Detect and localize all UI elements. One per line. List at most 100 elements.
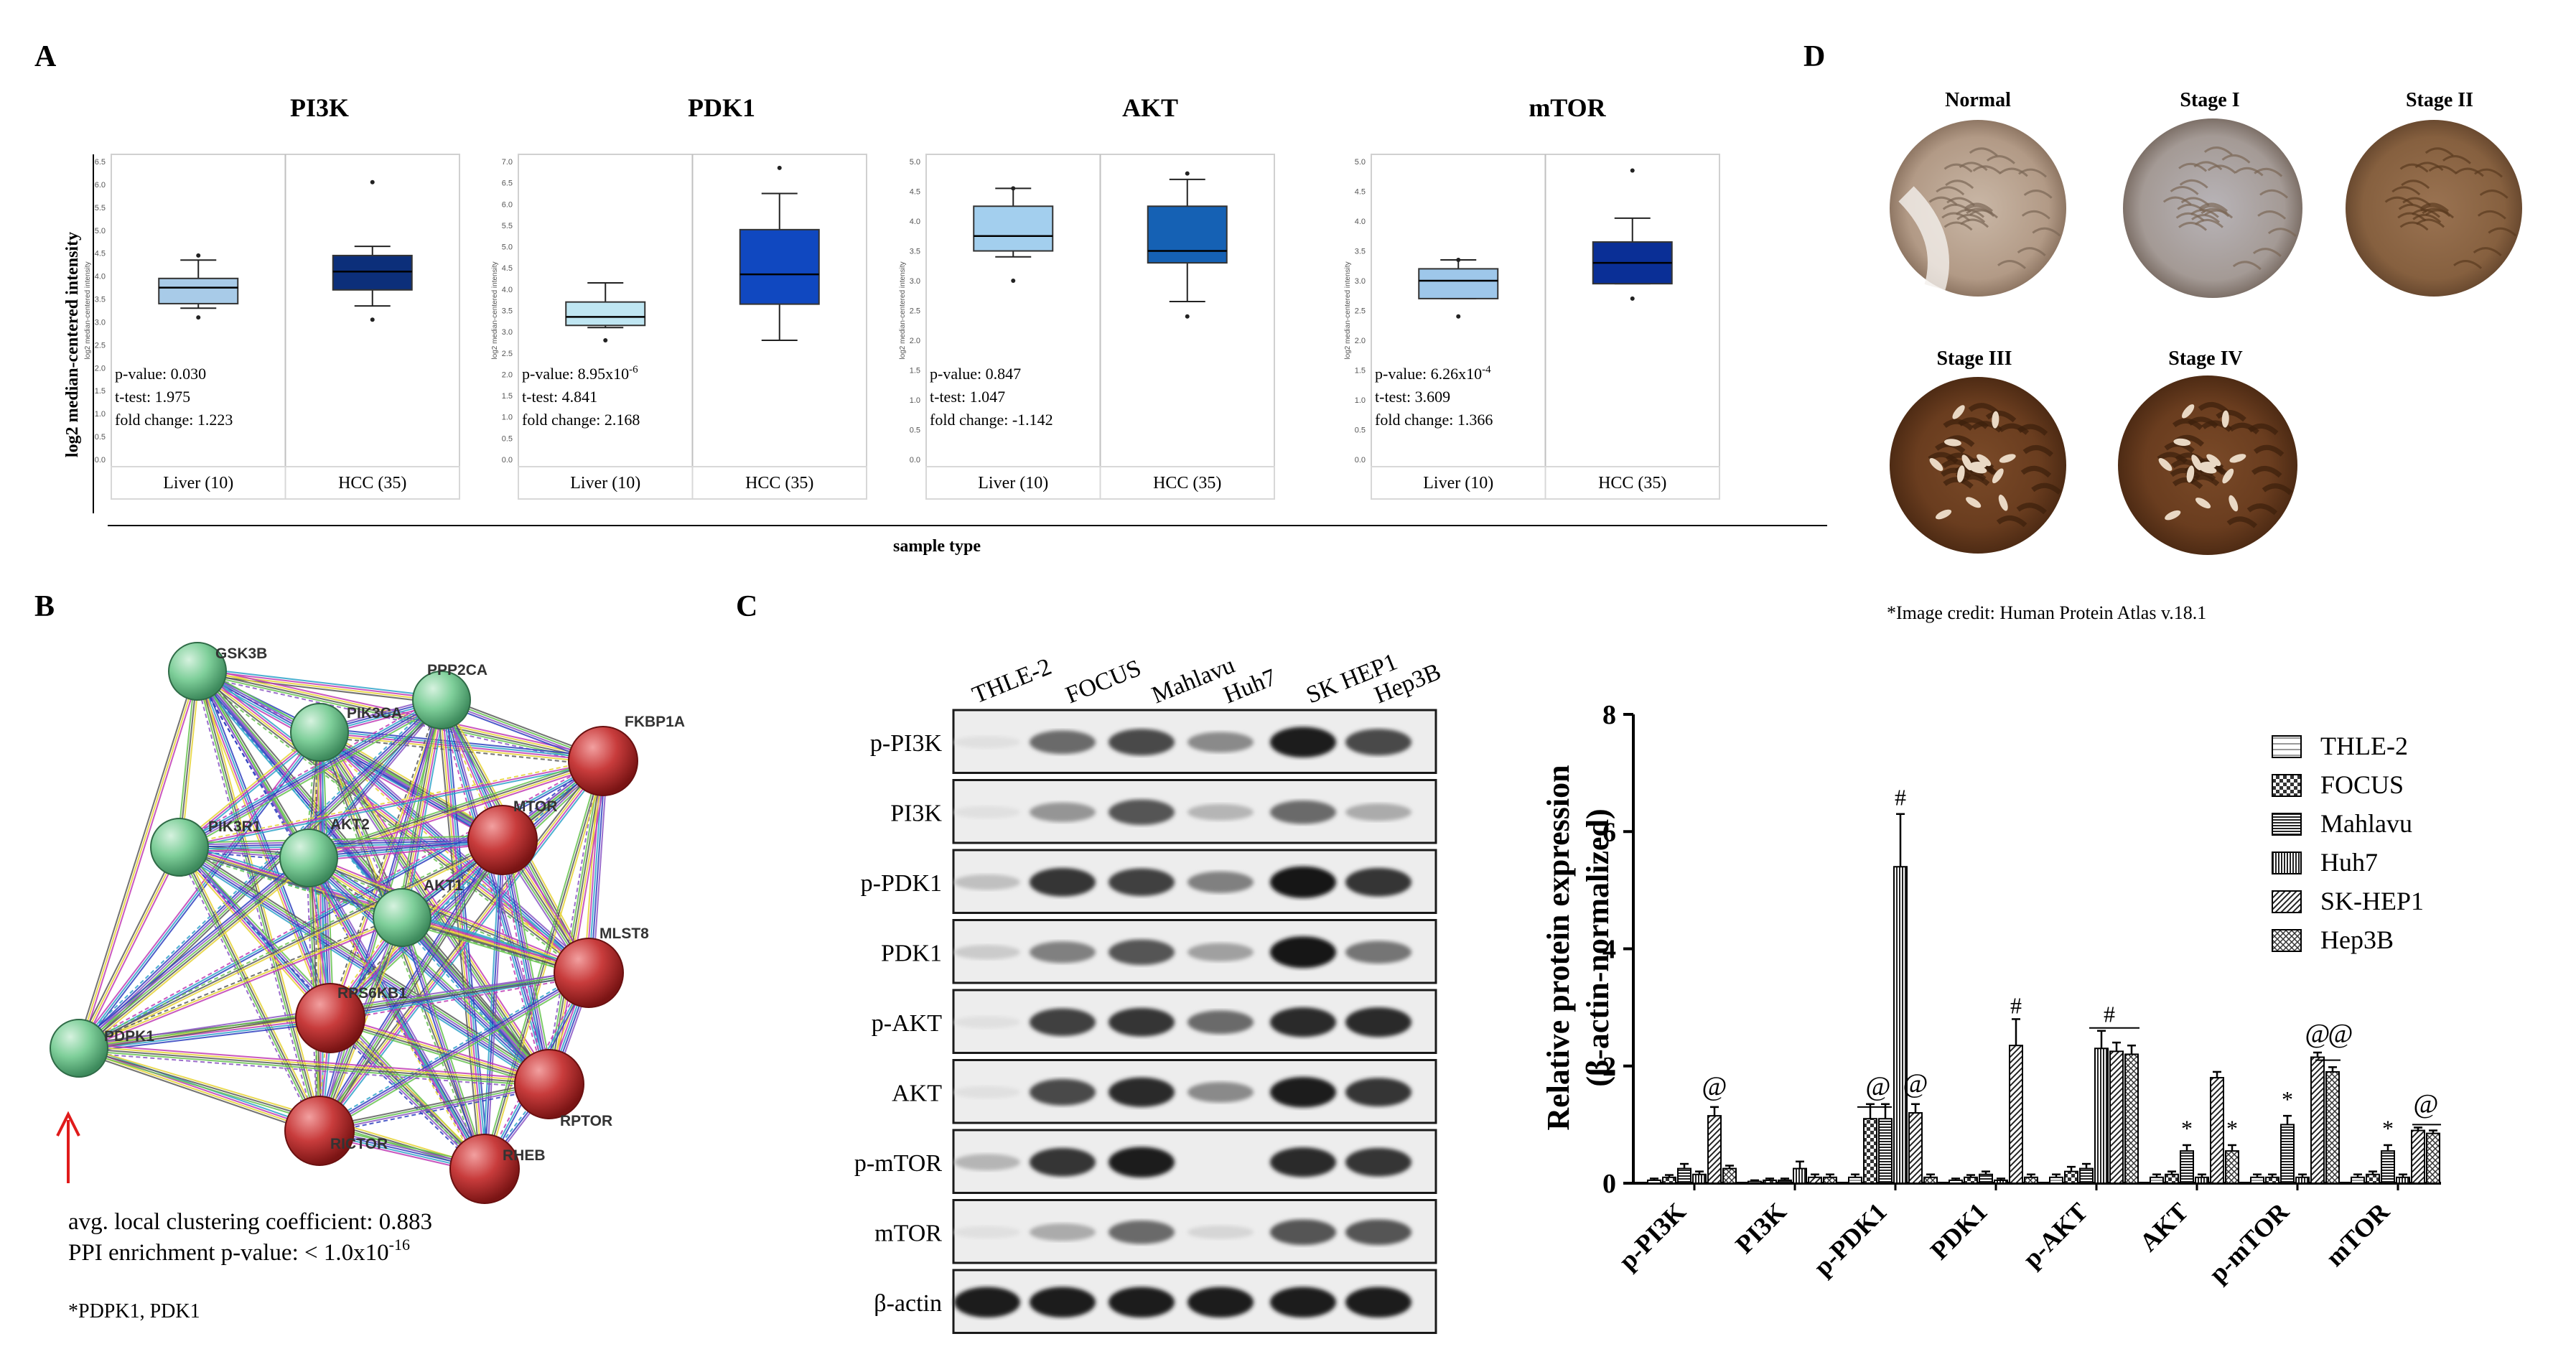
- cell-line-header: THLE-2: [969, 653, 1055, 709]
- network-edge: [79, 841, 504, 1051]
- panel-a-ylabel: log2 median-centered intensity: [63, 232, 82, 457]
- blot-band: [1187, 1225, 1254, 1239]
- bar-y-tick-label: 6: [1602, 817, 1616, 847]
- network-edge: [179, 837, 503, 846]
- network-edge: [79, 918, 403, 1051]
- outlier-point: [1630, 296, 1635, 301]
- image-credit: *Image credit: Human Protein Atlas v.18.…: [1887, 602, 2206, 623]
- network-edge: [179, 846, 322, 1131]
- significance-marker: @: [2328, 1019, 2353, 1049]
- tissue-texture: [2199, 202, 2229, 213]
- tissue-texture: [2191, 214, 2221, 223]
- bar-mahlavu: [2180, 1150, 2194, 1184]
- tissue-gland: [1929, 458, 1943, 471]
- network-edge: [198, 668, 591, 972]
- tissue-texture: [2195, 219, 2223, 228]
- blot-row-p-akt: p-AKT: [872, 989, 1437, 1054]
- outlier-point: [1011, 186, 1016, 191]
- tissue-texture: [1997, 260, 2027, 269]
- tissue-gland: [1969, 465, 1987, 474]
- blot-band: [1270, 727, 1336, 758]
- tissue-texture: [1959, 474, 1990, 486]
- bar-huh7: [2094, 1048, 2109, 1184]
- outlier-point: [1456, 257, 1461, 262]
- tissue-texture: [2031, 482, 2062, 495]
- network-edge: [403, 916, 487, 1169]
- bar-hep3b: [2024, 1176, 2038, 1185]
- pvalue-exponent: -4: [1482, 364, 1491, 375]
- network-edge: [179, 762, 604, 850]
- bar-thle-2: [1848, 1176, 1862, 1185]
- tissue-texture: [2017, 247, 2046, 256]
- outlier-point: [1630, 168, 1635, 173]
- box: [739, 228, 820, 305]
- inner-ylabel: log2 median-centered intensity: [899, 261, 907, 359]
- tissue-texture: [2178, 222, 2208, 231]
- y-tick-label: 3.0: [95, 318, 106, 327]
- tissue-texture: [2198, 402, 2229, 414]
- network-node-label: GSK3B: [215, 645, 267, 662]
- legend-label: Hep3B: [2320, 925, 2394, 954]
- blot-band: [1109, 1220, 1175, 1244]
- box: [332, 254, 413, 291]
- outlier-point: [603, 338, 608, 342]
- blot-band: [1109, 868, 1175, 896]
- y-tick-label: 4.0: [502, 286, 513, 294]
- pvalue-value: p-value: 8.95x10: [522, 365, 629, 383]
- network-edge: [484, 839, 503, 1170]
- blot-band: [1030, 1147, 1096, 1177]
- tissue-texture: [2402, 197, 2432, 207]
- significance-marker: *: [2282, 1086, 2293, 1112]
- y-tick-label: 4.0: [1355, 218, 1366, 226]
- blot-band: [1270, 1007, 1336, 1037]
- bar-huh7: [1793, 1167, 1807, 1184]
- pvalue-text: p-value: 0.030: [115, 365, 206, 383]
- legend-label: SK-HEP1: [2320, 887, 2424, 915]
- outlier-point: [1456, 314, 1461, 319]
- tissue-texture: [2016, 503, 2048, 515]
- network-edge: [309, 856, 589, 973]
- network-edge: [76, 730, 319, 1048]
- network-node-label: PPP2CA: [427, 662, 487, 678]
- blot-band: [1345, 941, 1411, 964]
- network-edge: [331, 700, 444, 1020]
- y-tick-label: 2.0: [1355, 337, 1366, 345]
- tissue-stage-label: Stage II: [2406, 89, 2473, 111]
- blot-band: [1109, 729, 1175, 756]
- blot-band: [1187, 871, 1254, 893]
- network-edge: [179, 671, 198, 848]
- network-edge: [330, 1018, 549, 1086]
- tissue-texture: [1987, 155, 2015, 164]
- y-tick-label: 0.0: [1355, 456, 1366, 465]
- pvalue-value: p-value: 0.847: [930, 365, 1021, 383]
- blot-band: [1109, 1007, 1175, 1037]
- outlier-point: [1185, 171, 1190, 176]
- network-edge: [200, 668, 554, 1082]
- blot-band: [1187, 732, 1254, 753]
- tissue-texture: [2259, 189, 2289, 199]
- y-tick-label: 2.0: [910, 337, 920, 345]
- ttest-text: t-test: 4.841: [522, 388, 597, 406]
- bar-thle-2: [2250, 1176, 2264, 1185]
- tissue-gland: [1952, 405, 1965, 419]
- network-edge: [330, 975, 589, 1022]
- bar-category-label: PI3K: [1730, 1197, 1791, 1259]
- network-edge: [398, 920, 547, 1088]
- network-edge: [178, 697, 442, 846]
- bar-sk-hep1: [1707, 1115, 1722, 1184]
- tissue-core-stage-ii: Stage II: [2346, 89, 2522, 297]
- bar-focus: [1964, 1176, 1978, 1185]
- tissue-texture: [2175, 212, 2205, 222]
- legend-swatch: [2272, 890, 2302, 913]
- tissue-gland: [2158, 458, 2173, 471]
- network-edge: [78, 1049, 549, 1087]
- network-edge: [319, 735, 603, 766]
- network-node-label: PDPK1: [104, 1028, 154, 1045]
- network-edge: [589, 761, 606, 974]
- tissue-texture: [2399, 221, 2429, 231]
- legend-swatch: [2272, 929, 2302, 952]
- bar-y-tick-label: 4: [1602, 935, 1616, 965]
- tissue-gland: [1977, 454, 1992, 467]
- network-edge: [309, 701, 444, 860]
- y-tick-label: 2.0: [502, 370, 513, 379]
